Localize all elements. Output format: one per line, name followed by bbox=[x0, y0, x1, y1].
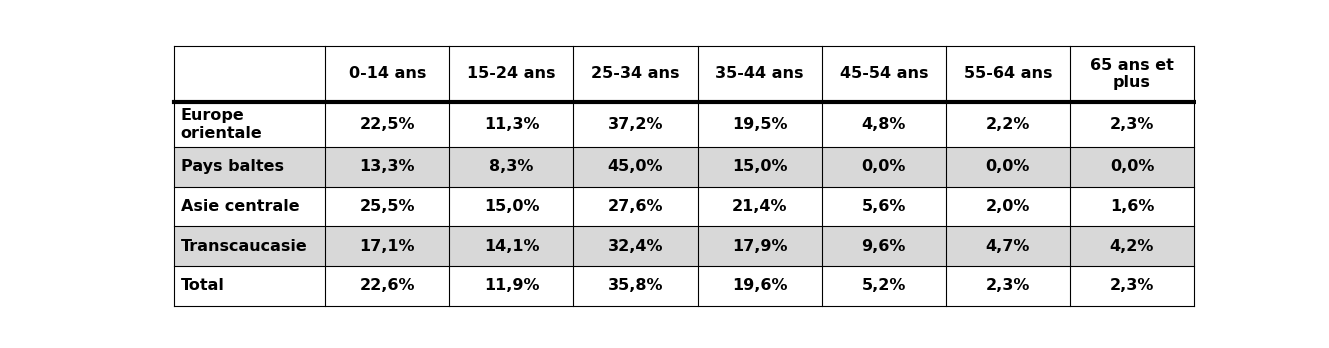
Bar bbox=[174, 266, 1193, 306]
Text: 19,6%: 19,6% bbox=[732, 278, 787, 293]
Text: Europe
orientale: Europe orientale bbox=[181, 108, 262, 141]
Text: 11,9%: 11,9% bbox=[484, 278, 540, 293]
Text: 17,1%: 17,1% bbox=[360, 239, 415, 254]
Text: 5,2%: 5,2% bbox=[861, 278, 906, 293]
Text: Pays baltes: Pays baltes bbox=[181, 159, 283, 174]
Text: 22,6%: 22,6% bbox=[360, 278, 415, 293]
Text: 14,1%: 14,1% bbox=[484, 239, 540, 254]
Text: 1,6%: 1,6% bbox=[1110, 199, 1154, 214]
Bar bbox=[174, 147, 1193, 187]
Text: 0,0%: 0,0% bbox=[986, 159, 1030, 174]
Text: 0,0%: 0,0% bbox=[861, 159, 906, 174]
Bar bbox=[174, 227, 1193, 266]
Text: 35,8%: 35,8% bbox=[607, 278, 663, 293]
Text: 0,0%: 0,0% bbox=[1110, 159, 1154, 174]
Text: 13,3%: 13,3% bbox=[360, 159, 415, 174]
Text: 5,6%: 5,6% bbox=[861, 199, 906, 214]
Text: 2,2%: 2,2% bbox=[986, 117, 1030, 132]
Text: 17,9%: 17,9% bbox=[732, 239, 787, 254]
Text: 15,0%: 15,0% bbox=[484, 199, 540, 214]
Text: 65 ans et
plus: 65 ans et plus bbox=[1090, 57, 1174, 90]
Text: Asie centrale: Asie centrale bbox=[181, 199, 299, 214]
Text: 37,2%: 37,2% bbox=[607, 117, 663, 132]
Text: 25,5%: 25,5% bbox=[360, 199, 415, 214]
Text: 19,5%: 19,5% bbox=[732, 117, 787, 132]
Text: 21,4%: 21,4% bbox=[732, 199, 787, 214]
Text: 8,3%: 8,3% bbox=[489, 159, 534, 174]
Text: 45-54 ans: 45-54 ans bbox=[840, 66, 928, 81]
Text: 0-14 ans: 0-14 ans bbox=[348, 66, 427, 81]
Bar bbox=[174, 102, 1193, 147]
Text: 22,5%: 22,5% bbox=[360, 117, 415, 132]
Text: 25-34 ans: 25-34 ans bbox=[591, 66, 680, 81]
Text: 4,8%: 4,8% bbox=[861, 117, 906, 132]
Text: 15,0%: 15,0% bbox=[732, 159, 787, 174]
Text: 55-64 ans: 55-64 ans bbox=[964, 66, 1053, 81]
Bar bbox=[174, 187, 1193, 227]
Text: 2,3%: 2,3% bbox=[986, 278, 1030, 293]
Text: 2,3%: 2,3% bbox=[1110, 278, 1154, 293]
Text: 15-24 ans: 15-24 ans bbox=[468, 66, 556, 81]
Text: 2,3%: 2,3% bbox=[1110, 117, 1154, 132]
Text: 4,7%: 4,7% bbox=[986, 239, 1030, 254]
Text: 2,0%: 2,0% bbox=[986, 199, 1030, 214]
Text: 11,3%: 11,3% bbox=[484, 117, 540, 132]
Text: 4,2%: 4,2% bbox=[1110, 239, 1154, 254]
Text: 32,4%: 32,4% bbox=[607, 239, 663, 254]
Text: 9,6%: 9,6% bbox=[861, 239, 906, 254]
Text: 35-44 ans: 35-44 ans bbox=[715, 66, 804, 81]
Text: Total: Total bbox=[181, 278, 225, 293]
Bar bbox=[174, 46, 1193, 102]
Text: Transcaucasie: Transcaucasie bbox=[181, 239, 307, 254]
Text: 45,0%: 45,0% bbox=[607, 159, 663, 174]
Text: 27,6%: 27,6% bbox=[607, 199, 663, 214]
